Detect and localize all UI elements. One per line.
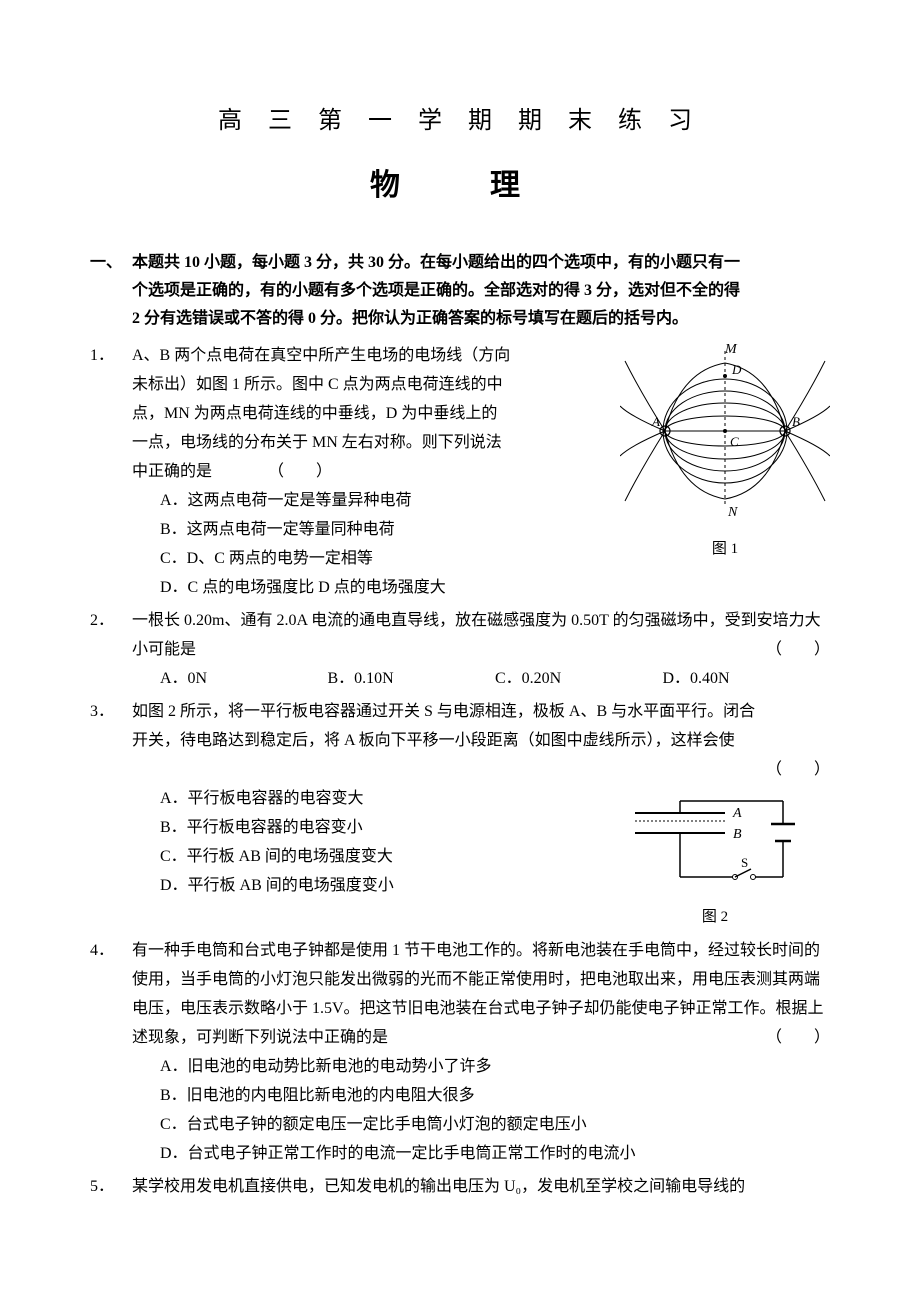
question-2: 2． 一根长 0.20m、通有 2.0A 电流的通电直导线，放在磁感强度为 0.… bbox=[90, 606, 830, 693]
figure-caption: 图 2 bbox=[600, 903, 830, 932]
capacitor-circuit-diagram: A B S bbox=[605, 789, 825, 889]
question-number: 2． bbox=[90, 606, 132, 693]
option-b: B．0.10N bbox=[328, 664, 496, 693]
question-5: 5． 某学校用发电机直接供电，已知发电机的输出电压为 U₀，发电机至学校之间输电… bbox=[90, 1172, 830, 1201]
answer-bracket: （ ） bbox=[766, 755, 830, 784]
svg-text:S: S bbox=[741, 855, 748, 870]
svg-text:D: D bbox=[731, 362, 742, 377]
option-c: C．D、C 两点的电势一定相等 bbox=[160, 544, 610, 573]
question-3: 3． 如图 2 所示，将一平行板电容器通过开关 S 与电源相连，极板 A、B 与… bbox=[90, 697, 830, 932]
svg-text:M: M bbox=[724, 342, 738, 357]
option-d: D．0.40N bbox=[663, 664, 831, 693]
page-title: 高 三 第 一 学 期 期 末 练 习 bbox=[90, 100, 830, 135]
question-4: 4． 有一种手电筒和台式电子钟都是使用 1 节干电池工作的。将新电池装在手电筒中… bbox=[90, 936, 830, 1168]
question-stem: 某学校用发电机直接供电，已知发电机的输出电压为 U₀，发电机至学校之间输电导线的 bbox=[132, 1172, 830, 1201]
option-a: A．旧电池的电动势比新电池的电动势小了许多 bbox=[160, 1052, 830, 1081]
svg-text:B: B bbox=[792, 414, 800, 429]
question-stem: 一根长 0.20m、通有 2.0A 电流的通电直导线，放在磁感强度为 0.50T… bbox=[132, 606, 830, 664]
figure-2: A B S 图 2 bbox=[600, 789, 830, 932]
figure-caption: 图 1 bbox=[620, 535, 830, 564]
figure-1: M D A B C N 图 1 bbox=[620, 341, 830, 564]
option-c: C．0.20N bbox=[495, 664, 663, 693]
instructions: 一、本题共 10 小题，每小题 3 分，共 30 分。在每小题给出的四个选项中，… bbox=[90, 249, 830, 333]
answer-bracket: （ ） bbox=[766, 635, 830, 664]
subject-title: 物 理 bbox=[90, 160, 830, 204]
instruction-text: 本题共 10 小题，每小题 3 分，共 30 分。在每小题给出的四个选项中，有的… bbox=[132, 254, 740, 271]
option-c: C．台式电子钟的额定电压一定比手电筒小灯泡的额定电压小 bbox=[160, 1110, 830, 1139]
question-stem: 如图 2 所示，将一平行板电容器通过开关 S 与电源相连，极板 A、B 与水平面… bbox=[132, 697, 830, 784]
instruction-text: 2 分有选错误或不答的得 0 分。把你认为正确答案的标号填写在题后的括号内。 bbox=[90, 305, 830, 333]
option-a: A．0N bbox=[160, 664, 328, 693]
svg-text:A: A bbox=[732, 806, 742, 821]
answer-bracket: （ ） bbox=[766, 1023, 830, 1052]
question-number: 5． bbox=[90, 1172, 132, 1201]
section-prefix: 一、 bbox=[90, 249, 132, 277]
svg-text:N: N bbox=[727, 505, 738, 520]
question-number: 1． bbox=[90, 341, 132, 602]
option-b: B．旧电池的内电阻比新电池的内电阻大很多 bbox=[160, 1081, 830, 1110]
svg-text:B: B bbox=[733, 827, 742, 842]
field-lines-diagram: M D A B C N bbox=[620, 341, 830, 521]
svg-text:C: C bbox=[730, 434, 739, 449]
instruction-text: 个选项是正确的，有的小题有多个选项是正确的。全部选对的得 3 分，选对但不全的得 bbox=[90, 277, 830, 305]
option-d: D．台式电子钟正常工作时的电流一定比手电筒正常工作时的电流小 bbox=[160, 1139, 830, 1168]
question-number: 3． bbox=[90, 697, 132, 932]
option-d: D．C 点的电场强度比 D 点的电场强度大 bbox=[160, 573, 610, 602]
question-stem: 有一种手电筒和台式电子钟都是使用 1 节干电池工作的。将新电池装在手电筒中，经过… bbox=[132, 936, 830, 1052]
question-1: M D A B C N 图 1 1． A、B 两个点电荷在真空中所产生电场的电场… bbox=[90, 341, 830, 602]
question-number: 4． bbox=[90, 936, 132, 1168]
svg-text:A: A bbox=[651, 414, 660, 429]
option-a: A．这两点电荷一定是等量异种电荷 bbox=[160, 486, 610, 515]
option-b: B．这两点电荷一定等量同种电荷 bbox=[160, 515, 610, 544]
question-stem: A、B 两个点电荷在真空中所产生电场的电场线（方向 未标出）如图 1 所示。图中… bbox=[132, 341, 610, 486]
